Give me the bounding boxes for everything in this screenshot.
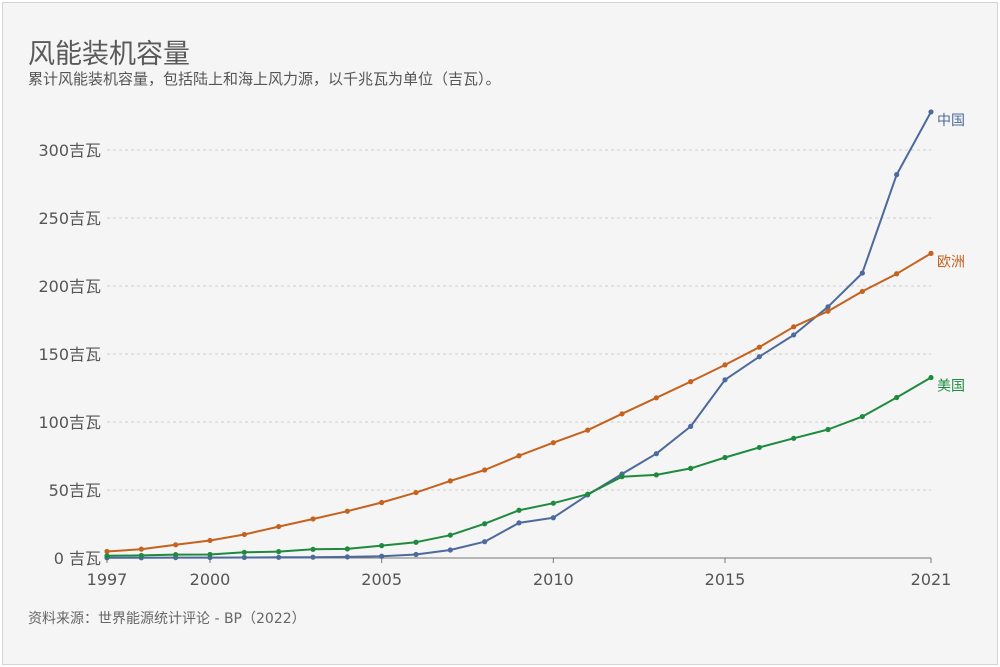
data-point-europe — [653, 395, 659, 401]
y-tick-label: 100吉瓦 — [38, 413, 101, 432]
data-point-usa — [859, 413, 865, 420]
data-point-china — [550, 515, 556, 521]
data-point-usa — [241, 549, 247, 555]
data-point-usa — [756, 444, 762, 451]
data-point-china — [447, 547, 453, 553]
chart-subtitle: 累计风能装机容量，包括陆上和海上风力源，以千兆瓦为单位（吉瓦）。 — [28, 70, 501, 88]
data-point-europe — [276, 523, 282, 530]
axes: 0 吉瓦 50吉瓦 100吉瓦 150吉瓦 200吉瓦 250吉瓦 300吉瓦 1997 200… — [38, 141, 951, 589]
data-point-usa — [791, 435, 797, 441]
data-point-usa — [276, 549, 282, 555]
data-point-china — [894, 172, 900, 178]
data-point-europe — [413, 489, 419, 496]
y-tick-label: 50吉瓦 — [49, 481, 101, 500]
data-point-china — [276, 554, 282, 560]
data-point-china — [688, 423, 694, 429]
x-tick-label: 2015 — [705, 570, 746, 589]
series-label-usa: 美国 — [937, 379, 965, 395]
data-point-europe — [894, 271, 900, 277]
x-tick-label: 2000 — [190, 570, 231, 589]
data-point-usa — [344, 546, 350, 552]
data-point-usa — [619, 474, 625, 480]
data-point-europe — [207, 537, 213, 544]
series-line-usa — [106, 376, 932, 557]
data-point-china — [379, 553, 385, 559]
data-point-europe — [619, 411, 625, 417]
data-point-china — [653, 451, 659, 457]
data-point-usa — [550, 500, 556, 506]
gridlines — [107, 149, 931, 491]
data-point-europe — [791, 324, 797, 330]
data-point-europe — [379, 499, 385, 506]
data-point-europe — [585, 427, 591, 433]
data-point-europe — [550, 440, 556, 446]
data-point-usa — [138, 552, 144, 559]
data-point-usa — [894, 394, 900, 401]
data-point-europe — [825, 308, 831, 314]
data-point-china — [859, 270, 865, 276]
x-tick-label: 2010 — [533, 570, 574, 589]
data-point-china — [344, 554, 350, 560]
data-point-usa — [653, 472, 659, 478]
data-point-usa — [310, 546, 316, 552]
data-point-usa — [104, 553, 110, 559]
data-point-europe — [241, 531, 247, 538]
data-point-usa — [928, 374, 934, 381]
data-point-europe — [756, 344, 762, 350]
data-point-china — [516, 520, 522, 526]
y-tick-label: 250吉瓦 — [38, 209, 101, 228]
data-point-usa — [447, 532, 453, 538]
series-label-china: 中国 — [937, 113, 965, 129]
data-point-china — [241, 554, 247, 561]
data-point-usa — [173, 552, 179, 558]
data-point-usa — [413, 539, 419, 545]
series-line-china — [107, 111, 932, 559]
y-tick-label: 200吉瓦 — [38, 277, 101, 296]
data-point-usa — [585, 491, 591, 497]
data-point-china — [482, 539, 488, 545]
data-point-europe — [516, 453, 522, 459]
x-tick-label: 2021 — [911, 570, 952, 589]
data-point-usa — [722, 454, 728, 461]
series-lines — [104, 109, 934, 561]
x-tick-label: 2005 — [361, 570, 402, 589]
data-point-china — [756, 354, 762, 360]
data-point-china — [413, 551, 419, 558]
data-point-europe — [688, 379, 694, 385]
data-point-china — [310, 554, 316, 560]
data-point-usa — [825, 426, 831, 433]
data-point-europe — [104, 548, 110, 555]
y-tick-label: 150吉瓦 — [38, 345, 101, 364]
data-point-china — [791, 332, 797, 338]
y-tick-label: 300吉瓦 — [38, 141, 101, 160]
data-point-europe — [344, 508, 350, 514]
data-point-usa — [516, 507, 522, 513]
data-point-europe — [482, 467, 488, 473]
data-point-usa — [482, 521, 488, 527]
data-point-europe — [138, 546, 144, 552]
data-point-china — [928, 109, 934, 115]
data-point-china — [722, 377, 728, 383]
data-point-europe — [173, 542, 179, 548]
source-note: 资料来源：世界能源统计评论 - BP（2022） — [28, 611, 306, 627]
data-point-europe — [928, 250, 934, 256]
y-tick-label: 0 吉瓦 — [54, 549, 101, 568]
chart-title: 风能装机容量 — [28, 39, 190, 70]
data-point-china — [825, 304, 831, 310]
series-line-europe — [106, 252, 932, 553]
data-point-usa — [379, 543, 385, 549]
data-point-europe — [722, 362, 728, 368]
data-point-europe — [859, 288, 865, 295]
data-point-europe — [310, 516, 316, 522]
data-point-usa — [688, 465, 694, 471]
data-point-usa — [207, 551, 213, 558]
series-label-europe: 欧洲 — [937, 254, 965, 270]
x-tick-label: 1997 — [87, 570, 128, 589]
data-point-europe — [447, 478, 453, 484]
